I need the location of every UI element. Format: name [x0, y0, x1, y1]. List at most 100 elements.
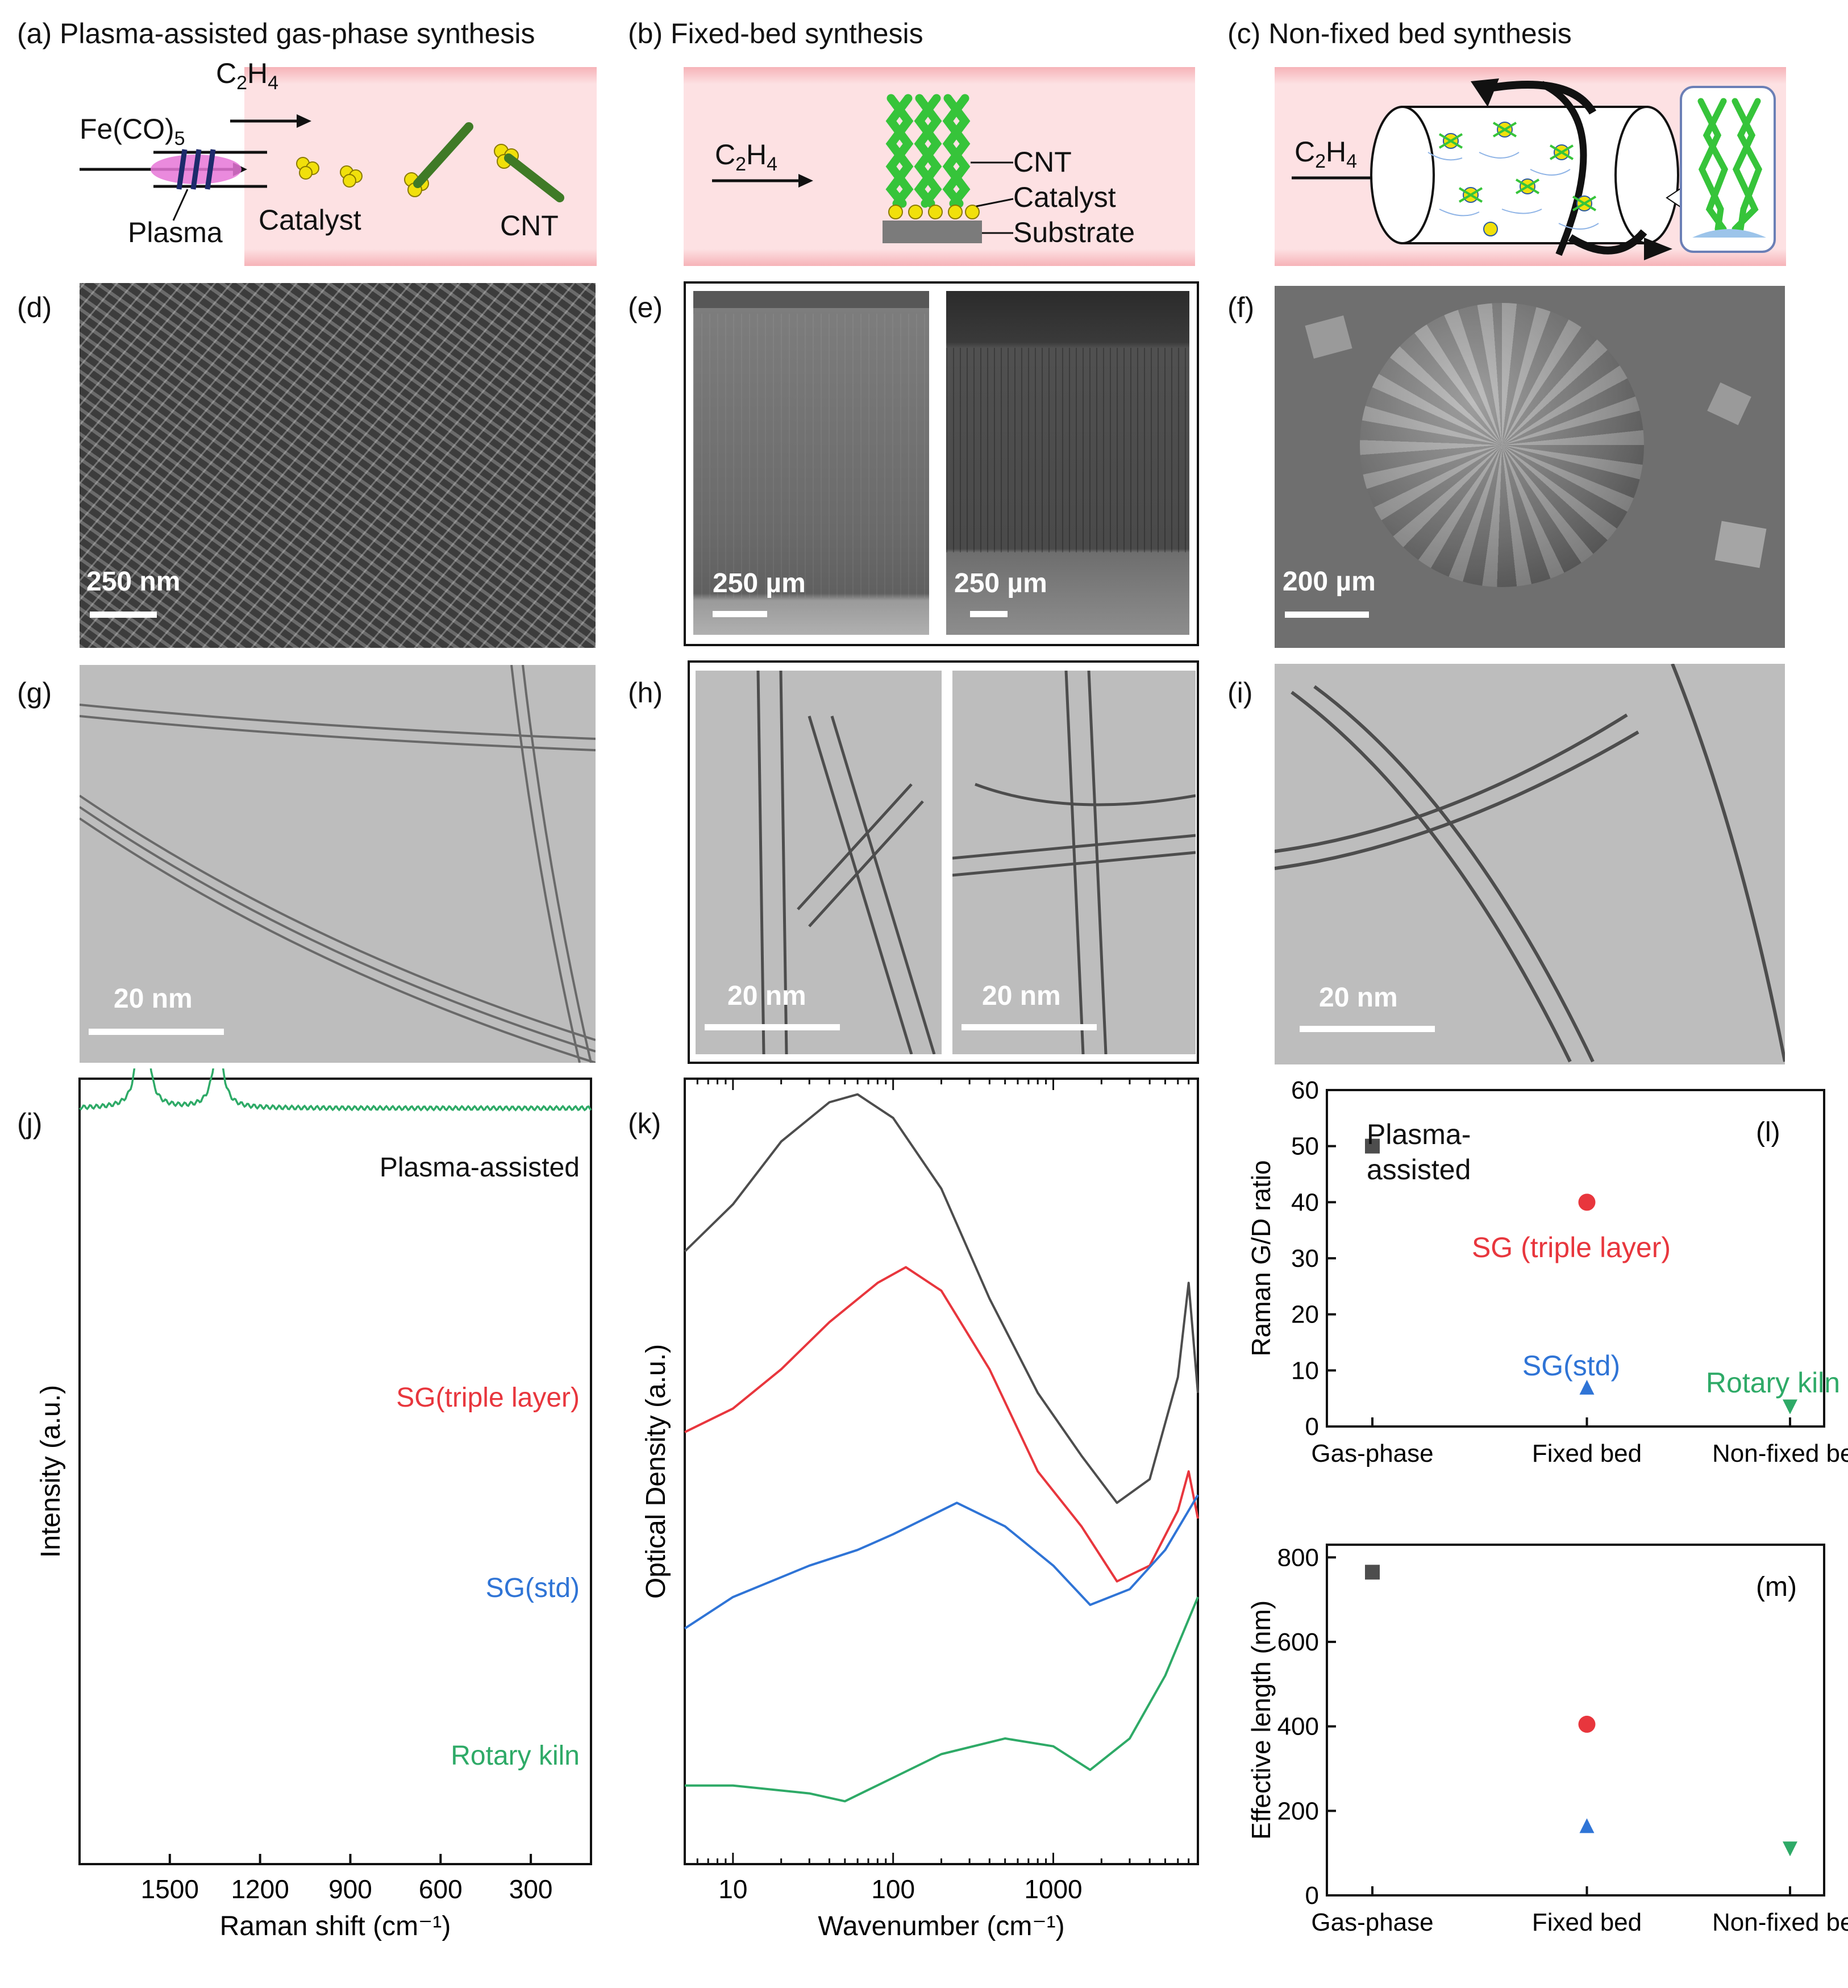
y-tick-label: 20: [1291, 1301, 1319, 1329]
x-tick-label: 10: [718, 1874, 747, 1904]
panel-d-scale-bar: [90, 612, 157, 618]
panel-e-right-scale-bar: [970, 611, 1008, 617]
panel-f-sem-image: 200 µm: [1275, 286, 1785, 648]
point-label: Plasma-: [1367, 1118, 1471, 1150]
x-axis-title: Raman shift (cm⁻¹): [220, 1911, 451, 1941]
panel-e-frame: [684, 281, 1199, 646]
panel-f-label: (f): [1227, 292, 1255, 323]
od-line-2: [684, 1494, 1199, 1630]
chart-j-raman: 1500 1200 900 600 300 Raman shift (cm⁻¹) Inten…: [36, 1068, 592, 1941]
panel-g-tem-image: 20 nm: [80, 665, 596, 1063]
panel-b-title: (b) Fixed-bed synthesis: [628, 18, 923, 49]
y-axis-title: Optical Density (a.u.): [641, 1344, 671, 1599]
y-tick-label: 400: [1277, 1713, 1319, 1741]
panel-e-right-scale-label: 250 µm: [954, 568, 1047, 598]
panel-d-scale-label: 250 nm: [86, 567, 181, 597]
panel-e-left-sem-image: 250 µm: [693, 291, 929, 635]
x-tick-label: 900: [328, 1874, 372, 1904]
series-label-2: SG(std): [486, 1573, 580, 1603]
y-tick-label: 800: [1277, 1544, 1319, 1571]
chart-m-effective-length: 0 200 400 600 800 Gas-phase Fixed bed Non-fixed…: [1246, 1544, 1848, 1936]
od-line-0: [684, 1093, 1199, 1504]
od-line-3: [685, 1596, 1199, 1803]
marker-triangle-down: [1783, 1399, 1797, 1415]
x-axis-title: Wavenumber (cm⁻¹): [818, 1911, 1064, 1941]
plot-frame: [1326, 1544, 1825, 1896]
y-tick-label: 30: [1291, 1245, 1319, 1272]
gas-label-b: C2H4: [715, 139, 778, 175]
panel-a-scheme: Fe(CO)5 C2H4 Plasma Catalyst CNT: [74, 57, 597, 266]
panel-g-scale-label: 20 nm: [114, 984, 193, 1014]
panel-g-scale-bar: [89, 1029, 224, 1035]
panel-h-left-nanotubes: [756, 671, 936, 1054]
panel-h-left-scale-bar: [705, 1024, 840, 1030]
y-tick-label: 0: [1305, 1882, 1319, 1910]
panel-k-label: (k): [628, 1108, 661, 1139]
panel-d-sem-image: 250 nm: [80, 283, 596, 648]
panel-e-right-sem-image: 250 µm: [946, 291, 1189, 635]
substrate-label: Substrate: [1013, 217, 1135, 248]
panel-g-nanotubes: [80, 665, 596, 1063]
fixed-bed-drawing: [712, 94, 1014, 243]
panel-i-scale-bar: [1300, 1026, 1435, 1032]
x-category-label: Non-fixed bed: [1712, 1908, 1848, 1936]
marker-square: [1365, 1138, 1380, 1154]
marker-triangle-up: [1579, 1379, 1595, 1395]
y-tick-label: 60: [1291, 1076, 1319, 1104]
raman-line-3: [78, 1068, 592, 1112]
catalyst-label-a: Catalyst: [259, 204, 361, 236]
series-label-0: Plasma-assisted: [380, 1153, 580, 1183]
y-axis-title: Effective length (nm): [1246, 1600, 1276, 1840]
rotary-kiln-drawing: [1292, 78, 1776, 260]
panel-i-scale-label: 20 nm: [1319, 983, 1398, 1013]
panel-i-nanotubes: [1275, 664, 1785, 1063]
panel-label: (l): [1756, 1117, 1780, 1147]
marker-circle: [1578, 1193, 1596, 1211]
panel-h-right-nanotubes: [952, 671, 1196, 1054]
panel-h-label: (h): [628, 677, 663, 709]
series-label-1: SG(triple layer): [396, 1383, 580, 1413]
x-category-label: Fixed bed: [1532, 1440, 1642, 1467]
panel-a-title: (a) Plasma-assisted gas-phase synthesis: [17, 18, 535, 49]
x-category-label: Fixed bed: [1532, 1908, 1642, 1936]
precursor-label: Fe(CO)5: [80, 113, 185, 149]
catalyst-label-b: Catalyst: [1013, 181, 1116, 213]
y-axis-title: Intensity (a.u.): [36, 1385, 66, 1558]
marker-triangle-up: [1579, 1818, 1595, 1833]
panel-e-label: (e): [628, 292, 663, 323]
panel-b-scheme: C2H4 CNT Catalyst Substrate: [684, 67, 1195, 266]
x-tick-label: 1200: [231, 1874, 289, 1904]
panel-d-label: (d): [17, 292, 52, 323]
panel-g-label: (g): [17, 677, 52, 709]
panel-f-scale-bar: [1285, 612, 1369, 618]
panel-j-label: (j): [17, 1108, 43, 1139]
x-tick-label: 1000: [1024, 1874, 1082, 1904]
x-tick-label: 1500: [141, 1874, 199, 1904]
panel-h-left-tem-image: 20 nm: [696, 671, 942, 1054]
marker-square: [1365, 1565, 1380, 1580]
panel-c-title: (c) Non-fixed bed synthesis: [1227, 18, 1572, 49]
panel-h-right-scale-bar: [962, 1024, 1097, 1030]
y-axis-title: Raman G/D ratio: [1246, 1160, 1276, 1356]
panel-h-right-scale-label: 20 nm: [982, 981, 1061, 1011]
x-category-label: Non-fixed bed: [1712, 1440, 1848, 1467]
point-label-line2: assisted: [1367, 1154, 1471, 1186]
point-label: SG (triple layer): [1472, 1232, 1671, 1263]
marker-triangle-down: [1783, 1841, 1797, 1857]
panel-h-left-scale-label: 20 nm: [727, 981, 806, 1011]
gas-label-a: C2H4: [216, 57, 279, 94]
cnt-label-a: CNT: [500, 210, 559, 242]
point-label: SG(std): [1522, 1350, 1620, 1382]
panel-i-label: (i): [1227, 677, 1253, 709]
y-tick-label: 200: [1277, 1797, 1319, 1825]
x-tick-label: 600: [419, 1874, 463, 1904]
y-tick-label: 40: [1291, 1188, 1319, 1216]
y-tick-label: 600: [1277, 1628, 1319, 1656]
panel-c-scheme: C2H4: [1275, 67, 1786, 266]
od-line-1: [684, 1266, 1199, 1583]
plasma-label: Plasma: [128, 217, 223, 248]
marker-circle: [1578, 1715, 1596, 1733]
x-category-label: Gas-phase: [1311, 1908, 1433, 1936]
plasma-reactor-drawing: [80, 114, 564, 221]
y-tick-label: 50: [1291, 1133, 1319, 1161]
